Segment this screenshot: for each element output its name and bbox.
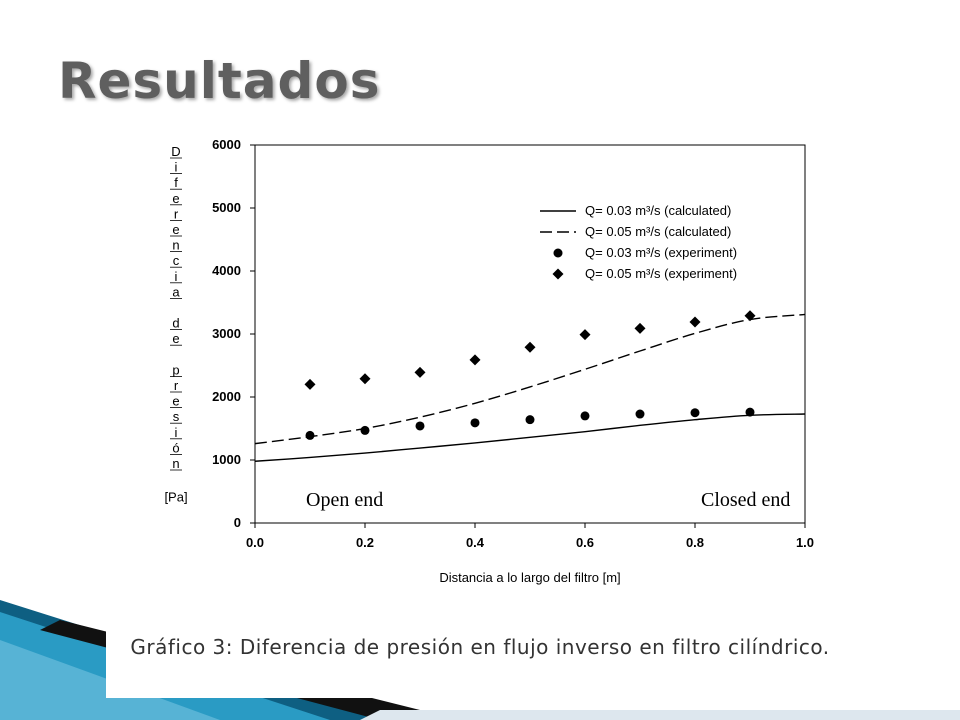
dashed-series-line	[254, 313, 806, 445]
series-2	[305, 407, 755, 440]
series-3	[304, 310, 756, 390]
y-tick-label: 5000	[212, 200, 241, 215]
y-tick-label: 3000	[212, 326, 241, 341]
slide-title: Resultados	[58, 52, 381, 110]
diamond-point	[359, 373, 371, 385]
y-axis-label-char: c	[173, 253, 180, 268]
y-axis-label-char: e	[172, 394, 179, 409]
series-layer	[254, 310, 806, 462]
diamond-point	[744, 310, 756, 322]
y-axis-label-char: i	[175, 160, 178, 175]
x-tick-label: 0.0	[246, 535, 264, 550]
y-axis-label-char: i	[175, 269, 178, 284]
legend-diamond-marker	[552, 268, 564, 280]
y-axis-label-char: e	[172, 331, 179, 346]
circle-point	[415, 421, 425, 431]
y-axis-label-char: e	[172, 191, 179, 206]
legend-label: Q= 0.03 m³/s (calculated)	[585, 203, 731, 218]
circle-point	[690, 408, 700, 418]
diamond-point	[469, 354, 481, 366]
diamond-point	[579, 329, 591, 341]
y-axis-label-char: i	[175, 425, 178, 440]
series-1	[254, 313, 806, 445]
solid-series-line	[254, 413, 806, 462]
y-axis-label-char: s	[173, 409, 180, 424]
x-axis-ticks: 0.0 0.2 0.4 0.6 0.8 1.0	[246, 523, 814, 550]
y-tick-label: 0	[234, 515, 241, 530]
circle-point	[305, 430, 315, 440]
x-tick-label: 0.8	[686, 535, 704, 550]
circle-point	[470, 418, 480, 428]
figure-caption: Gráfico 3: Diferencia de presión en fluj…	[130, 635, 830, 659]
y-axis-label-char: ó	[172, 440, 179, 455]
circle-point	[635, 409, 645, 419]
accent-pale-band	[360, 710, 960, 720]
legend-circle-marker	[553, 248, 563, 258]
diamond-point	[304, 378, 316, 390]
circle-point	[525, 415, 535, 425]
circle-point	[745, 407, 755, 417]
x-axis-title: Distancia a lo largo del filtro [m]	[439, 570, 620, 585]
diamond-point	[524, 341, 536, 353]
y-axis-label-char: e	[172, 222, 179, 237]
annotation-closed-end: Closed end	[701, 489, 790, 511]
y-axis-label-char: p	[172, 362, 179, 377]
y-axis-label-char: a	[172, 284, 180, 299]
y-tick-label: 6000	[212, 137, 241, 152]
caption-box	[106, 622, 854, 698]
legend: Q= 0.03 m³/s (calculated) Q= 0.05 m³/s (c…	[540, 203, 737, 281]
x-tick-label: 0.4	[466, 535, 485, 550]
y-axis-label-char: r	[174, 378, 179, 393]
legend-label: Q= 0.05 m³/s (calculated)	[585, 224, 731, 239]
x-tick-label: 0.2	[356, 535, 374, 550]
y-axis-label-char: n	[172, 456, 179, 471]
y-axis-label-char: r	[174, 206, 179, 221]
y-axis-label-char: n	[172, 238, 179, 253]
annotation-open-end: Open end	[306, 489, 383, 511]
y-axis-ticks: 0 1000 2000 3000 4000 5000 6000	[212, 137, 255, 530]
legend-label: Q= 0.03 m³/s (experiment)	[585, 245, 737, 260]
y-tick-label: 2000	[212, 389, 241, 404]
y-tick-label: 4000	[212, 263, 241, 278]
diamond-point	[634, 322, 646, 334]
plot-frame	[254, 144, 806, 524]
y-axis-label-char: D	[171, 144, 180, 159]
y-axis-label-char: f	[174, 175, 178, 190]
x-tick-label: 0.6	[576, 535, 594, 550]
series-0	[254, 413, 806, 462]
circle-point	[580, 411, 590, 421]
diamond-point	[689, 316, 701, 328]
diamond-point	[414, 366, 426, 378]
circle-point	[360, 425, 370, 435]
legend-label: Q= 0.05 m³/s (experiment)	[585, 266, 737, 281]
y-axis-label-char: d	[172, 316, 179, 331]
y-tick-label: 1000	[212, 452, 241, 467]
x-tick-label: 1.0	[796, 535, 814, 550]
y-axis-label-char: [Pa]	[164, 490, 187, 505]
